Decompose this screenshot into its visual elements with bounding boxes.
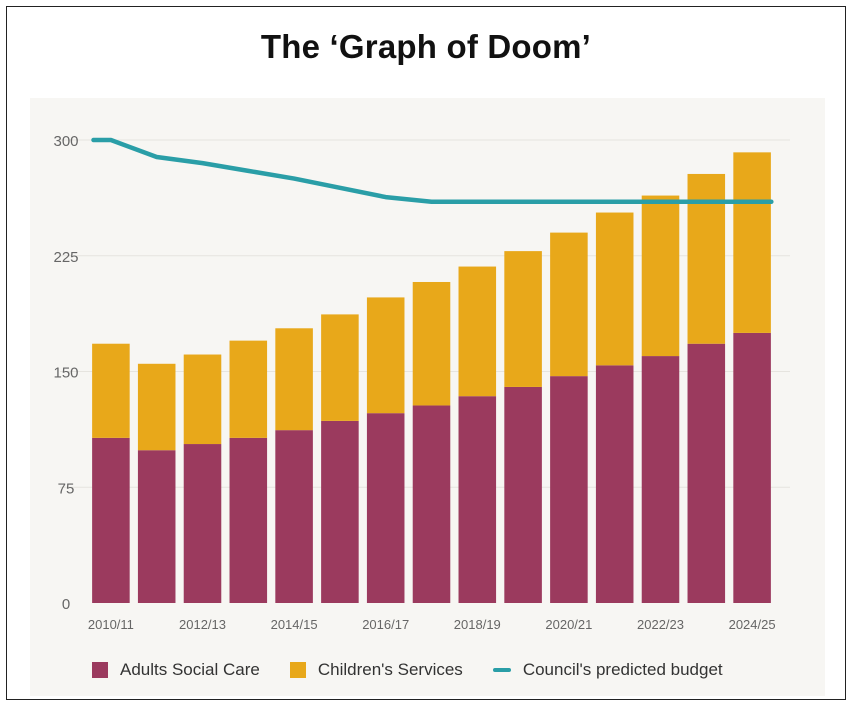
bar-adults-social-care	[275, 430, 313, 603]
bar-childrens-services	[229, 340, 268, 438]
x-tick-label: 2022/23	[637, 617, 684, 632]
chart-title: The ‘Graph of Doom’	[260, 28, 592, 65]
bar-adults-social-care	[92, 437, 130, 603]
legend-label-budget: Council's predicted budget	[522, 660, 723, 679]
y-axis-ticks: 0 75 150 225 300	[53, 133, 78, 613]
legend-swatch-budget	[492, 668, 511, 672]
bar-childrens-services	[595, 212, 634, 366]
y-tick-label: 0	[62, 596, 70, 613]
bar-adults-social-care	[550, 376, 588, 603]
x-tick-label: 2024/25	[729, 617, 776, 632]
bar-childrens-services	[366, 297, 405, 414]
bar-adults-social-care	[366, 413, 405, 603]
legend-swatch-children	[289, 662, 306, 678]
bar-childrens-services	[275, 328, 313, 431]
x-tick-label: 2020/21	[545, 617, 592, 632]
bar-adults-social-care	[321, 420, 359, 603]
bar-childrens-services	[504, 251, 542, 387]
x-tick-label: 2012/13	[179, 617, 226, 632]
x-tick-label: 2014/15	[271, 617, 318, 632]
legend-label-adults: Adults Social Care	[120, 660, 260, 679]
bars	[92, 152, 771, 603]
budget-line-layer	[91, 137, 774, 204]
bar-adults-social-care	[687, 343, 726, 603]
bar-childrens-services	[92, 343, 130, 438]
bar-adults-social-care	[229, 437, 268, 603]
bar-childrens-services	[321, 314, 359, 421]
bar-adults-social-care	[458, 396, 497, 603]
bar-adults-social-care	[183, 444, 222, 603]
legend-item-adults: Adults Social Care	[92, 660, 260, 680]
bar-childrens-services	[687, 173, 726, 344]
x-tick-label: 2010/11	[88, 617, 134, 632]
bar-adults-social-care	[733, 332, 771, 603]
bar-childrens-services	[733, 152, 771, 333]
legend-label-children: Children's Services	[317, 660, 463, 679]
bar-adults-social-care	[641, 356, 680, 603]
bar-adults-social-care	[412, 405, 451, 603]
budget-line	[91, 137, 774, 204]
bar-childrens-services	[412, 281, 451, 406]
bar-childrens-services	[641, 195, 680, 357]
legend-swatch-adults	[92, 662, 108, 678]
legend: Adults Social Care Children's Services C…	[92, 655, 792, 685]
x-axis-ticks: 2010/11 2012/13 2014/15 2016/17 2018/19 2020/…	[88, 617, 776, 632]
x-tick-label: 2016/17	[362, 617, 409, 632]
bar-childrens-services	[458, 266, 497, 397]
bar-adults-social-care	[504, 386, 542, 603]
y-tick-label: 225	[53, 249, 78, 266]
y-tick-label: 150	[53, 365, 78, 382]
legend-item-children: Children's Services	[289, 660, 463, 680]
bar-adults-social-care	[595, 365, 634, 603]
bar-adults-social-care	[137, 450, 176, 603]
legend-item-budget: Council's predicted budget	[492, 660, 723, 680]
y-tick-label: 75	[58, 480, 75, 497]
y-tick-label: 300	[53, 133, 78, 150]
bar-childrens-services	[183, 354, 222, 445]
bar-childrens-services	[137, 363, 176, 451]
bar-childrens-services	[550, 232, 588, 377]
x-tick-label: 2018/19	[454, 617, 501, 632]
